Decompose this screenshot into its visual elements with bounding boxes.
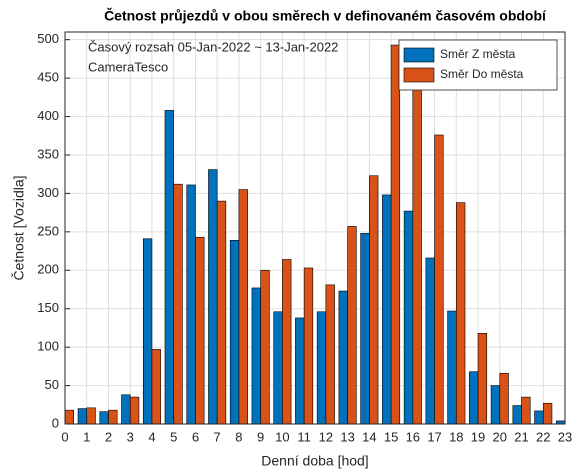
bar	[303, 267, 314, 424]
x-tick-label: 19	[471, 429, 485, 444]
y-tick-label: 200	[37, 262, 59, 277]
y-tick-label: 350	[37, 146, 59, 161]
bar	[251, 287, 261, 424]
x-tick-label: 7	[214, 429, 221, 444]
bar	[434, 134, 444, 424]
x-tick-label: 0	[61, 429, 68, 444]
plot-area	[65, 32, 565, 424]
x-tick-label: 13	[340, 429, 354, 444]
bar	[369, 175, 379, 424]
bar	[325, 284, 335, 424]
bar	[173, 183, 183, 424]
bar	[360, 233, 370, 424]
bar	[347, 226, 357, 424]
x-axis-label: Denní doba [hod]	[261, 453, 368, 469]
bar	[229, 239, 240, 424]
y-tick-label: 100	[37, 339, 59, 354]
y-tick-label: 300	[37, 185, 59, 200]
y-tick-label: 500	[37, 31, 59, 46]
bar	[512, 405, 522, 424]
legend-swatch	[403, 47, 435, 63]
y-tick-label: 450	[37, 70, 59, 85]
bar	[390, 44, 401, 424]
x-tick-label: 2	[105, 429, 112, 444]
x-tick-label: 18	[449, 429, 463, 444]
x-tick-label: 3	[127, 429, 134, 444]
x-tick-label: 20	[493, 429, 507, 444]
legend-swatch	[403, 67, 435, 83]
x-tick-label: 10	[275, 429, 289, 444]
bar	[65, 409, 74, 424]
x-tick-label: 1	[83, 429, 90, 444]
annotation: CameraTesco	[88, 59, 168, 74]
legend-label: Směr Do města	[440, 67, 524, 81]
x-tick-label: 17	[427, 429, 441, 444]
x-tick-label: 5	[170, 429, 177, 444]
bar	[108, 409, 118, 424]
bar	[273, 311, 283, 424]
y-tick-label: 150	[37, 300, 59, 315]
y-tick-label: 250	[37, 223, 59, 238]
y-tick-label: 400	[37, 108, 59, 123]
bar	[164, 110, 174, 424]
axes-box	[64, 31, 566, 425]
y-axis-label: Četnost [Vozidla]	[11, 175, 27, 280]
bar	[564, 419, 565, 424]
y-tick-label: 0	[52, 415, 59, 430]
bar	[469, 371, 479, 424]
x-tick-label: 4	[148, 429, 155, 444]
y-tick-label: 50	[45, 377, 59, 392]
bar	[195, 236, 205, 424]
bar	[142, 238, 153, 424]
bar	[499, 372, 509, 424]
bar	[260, 269, 270, 424]
bar	[490, 385, 501, 424]
bar	[412, 85, 422, 424]
x-tick-label: 11	[297, 429, 311, 444]
x-tick-label: 23	[558, 429, 572, 444]
bar	[295, 317, 305, 424]
bar	[316, 311, 327, 424]
bar	[151, 349, 161, 424]
bar	[77, 408, 88, 424]
bar	[338, 290, 348, 424]
bar	[129, 396, 140, 424]
chart-title: Četnost průjezdů v obou směrech v defino…	[104, 7, 547, 24]
bar	[447, 310, 457, 424]
x-tick-label: 9	[257, 429, 264, 444]
bar	[86, 407, 96, 424]
bar	[456, 202, 466, 424]
bar	[521, 396, 531, 424]
bar	[121, 394, 131, 424]
bar	[186, 184, 196, 424]
bar	[534, 410, 544, 424]
bars	[65, 44, 565, 424]
x-tick-label: 6	[192, 429, 199, 444]
bar	[282, 259, 292, 424]
x-tick-label: 12	[319, 429, 333, 444]
legend-label: Směr Z města	[440, 47, 516, 61]
bar	[208, 169, 218, 424]
bar	[477, 333, 488, 424]
bar	[99, 411, 109, 424]
bar	[382, 194, 392, 424]
x-tick-label: 8	[235, 429, 242, 444]
bar	[238, 189, 248, 424]
bar	[425, 257, 435, 424]
annotation: Časový rozsah 05-Jan-2022 ~ 13-Jan-2022	[88, 39, 338, 54]
x-tick-label: 16	[406, 429, 420, 444]
x-tick-label: 22	[536, 429, 550, 444]
bar	[403, 210, 414, 424]
x-tick-label: 14	[362, 429, 376, 444]
x-tick-label: 15	[384, 429, 398, 444]
x-tick-label: 21	[514, 429, 528, 444]
bar	[542, 402, 553, 424]
bar	[216, 200, 227, 424]
